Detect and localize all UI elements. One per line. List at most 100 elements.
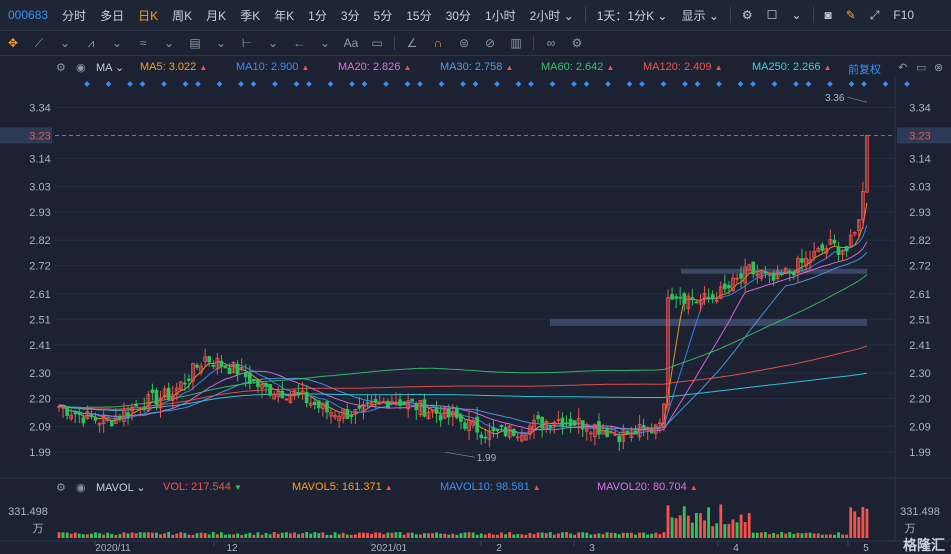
candle-body bbox=[779, 273, 784, 275]
eye-icon[interactable]: ◉ bbox=[76, 482, 86, 494]
candle-body bbox=[406, 400, 410, 410]
chevron-down-icon[interactable]: ⌄ bbox=[163, 36, 175, 50]
event-marker-icon bbox=[139, 81, 146, 87]
ruler-icon[interactable]: ∠ bbox=[406, 36, 418, 50]
candle-body bbox=[601, 430, 605, 435]
chevron-down-icon[interactable]: ⌄ bbox=[111, 36, 123, 50]
minimize-icon[interactable]: ▭ bbox=[916, 62, 927, 74]
event-marker-icon bbox=[549, 81, 556, 87]
period-tab-daily[interactable]: 日K bbox=[138, 8, 159, 23]
volume-bar bbox=[244, 533, 248, 538]
volume-bar bbox=[540, 532, 544, 538]
chevron-down-icon[interactable]: ⌄ bbox=[267, 36, 279, 50]
event-marker-icon bbox=[349, 81, 355, 87]
settings-gear-icon[interactable]: ⚙ bbox=[741, 8, 753, 22]
candle-body bbox=[520, 435, 524, 442]
chevron-down-icon[interactable]: ⌄ bbox=[791, 8, 802, 22]
arrow-tool-icon[interactable]: ← bbox=[293, 36, 305, 50]
candle-body bbox=[247, 372, 252, 384]
volume-bar bbox=[804, 532, 808, 538]
polyline-tool-icon[interactable]: ⩘ bbox=[87, 35, 95, 50]
divider bbox=[812, 7, 814, 23]
line-tool-icon[interactable]: ⟋ bbox=[34, 35, 44, 50]
ma-legend: ⚙ ◉ MA ⌄ MA5: 3.022 ▲ MA10: 2.900 ▲ MA20… bbox=[0, 59, 951, 77]
period-tab-monthly[interactable]: 月K bbox=[206, 8, 227, 23]
event-marker-icon bbox=[195, 81, 201, 87]
period-tab-multiday[interactable]: 多日 bbox=[100, 8, 125, 23]
camera-icon[interactable]: ◙ bbox=[824, 8, 832, 22]
gear-icon[interactable]: ⚙ bbox=[56, 482, 66, 494]
eye-icon[interactable]: ◉ bbox=[76, 62, 86, 74]
period-tab-30min[interactable]: 30分 bbox=[445, 8, 471, 23]
hide-icon[interactable]: ⊘ bbox=[484, 36, 496, 50]
adjust-mode[interactable]: 前复权 bbox=[848, 64, 881, 76]
period-tab-15min[interactable]: 15分 bbox=[406, 8, 432, 23]
chevron-down-icon[interactable]: ⌄ bbox=[319, 36, 331, 50]
move-cross-icon[interactable]: ✥ bbox=[7, 36, 19, 50]
range-tool-icon[interactable]: ⊢ bbox=[241, 36, 253, 50]
ma-title[interactable]: MA ⌄ bbox=[96, 62, 125, 74]
wave-tool-icon[interactable]: ≈ bbox=[139, 36, 147, 50]
price-axis-label: 2.93 bbox=[29, 207, 50, 219]
undo-icon[interactable]: ↶ bbox=[898, 62, 908, 74]
volume-bar bbox=[159, 534, 162, 538]
candle-body bbox=[276, 391, 281, 398]
checkbox-icon[interactable]: ☐ bbox=[766, 8, 778, 22]
volume-bar bbox=[703, 520, 706, 538]
candle-body bbox=[670, 294, 674, 300]
period-tab-quarterly[interactable]: 季K bbox=[240, 8, 261, 23]
period-tab-5min[interactable]: 5分 bbox=[373, 8, 393, 23]
period-tab-weekly[interactable]: 周K bbox=[172, 8, 193, 23]
volume-bar bbox=[666, 505, 670, 538]
volume-bar bbox=[849, 507, 853, 538]
candle-body bbox=[483, 436, 488, 439]
event-marker-icon bbox=[383, 81, 389, 87]
text-tool-icon[interactable]: Aa bbox=[343, 36, 359, 50]
candle-body bbox=[166, 387, 171, 400]
period-tab-2hour[interactable]: 2小时 ⌄ bbox=[529, 8, 574, 23]
chevron-down-icon[interactable]: ⌄ bbox=[59, 36, 71, 50]
event-marker-icon bbox=[438, 81, 445, 87]
period-tab-3min[interactable]: 3分 bbox=[340, 8, 360, 23]
event-marker-icon bbox=[528, 81, 534, 87]
gear-icon[interactable]: ⚙ bbox=[56, 62, 66, 74]
candle-body bbox=[85, 411, 90, 420]
candle-body bbox=[345, 408, 350, 419]
volume-bar bbox=[288, 533, 292, 538]
magnet-icon[interactable]: ∩ bbox=[433, 36, 443, 50]
volume-bar bbox=[276, 533, 280, 538]
volume-bar bbox=[561, 532, 564, 538]
display-select[interactable]: 显示 ⌄ bbox=[681, 8, 719, 23]
f10-button[interactable]: F10 bbox=[893, 8, 915, 22]
volume-bar bbox=[491, 534, 495, 538]
volume-bar bbox=[788, 532, 792, 538]
pencil-icon[interactable]: ✎ bbox=[845, 8, 856, 22]
event-marker-icon bbox=[639, 81, 645, 87]
candle-body bbox=[118, 416, 122, 420]
range-select[interactable]: 1天：1分K ⌄ bbox=[596, 8, 668, 23]
lock-icon[interactable]: ⊜ bbox=[458, 36, 470, 50]
close-icon[interactable]: ⊗ bbox=[934, 62, 944, 74]
mavol-title[interactable]: MAVOL ⌄ bbox=[96, 482, 146, 494]
chevron-down-icon[interactable]: ⌄ bbox=[215, 36, 227, 50]
volume-bar bbox=[427, 533, 430, 538]
gear-icon[interactable]: ⚙ bbox=[571, 36, 583, 50]
candle-body bbox=[459, 415, 463, 422]
fullscreen-icon[interactable]: ⤢ bbox=[869, 7, 880, 22]
price-axis-label: 2.41 bbox=[909, 340, 930, 352]
fib-tool-icon[interactable]: ▤ bbox=[189, 36, 201, 50]
candles bbox=[57, 134, 869, 451]
period-tab-1min[interactable]: 1分 bbox=[308, 8, 327, 23]
period-tab-yearly[interactable]: 年K bbox=[274, 8, 295, 23]
candle-body bbox=[568, 418, 573, 427]
period-tab-intraday[interactable]: 分时 bbox=[62, 8, 87, 23]
link-icon[interactable]: ∞ bbox=[546, 36, 556, 50]
candle-body bbox=[73, 412, 78, 415]
trash-icon[interactable]: ▥ bbox=[510, 36, 522, 50]
period-tab-1hour[interactable]: 1小时 bbox=[484, 8, 516, 23]
stock-code[interactable]: 000683 bbox=[8, 8, 49, 22]
volume-bar bbox=[699, 513, 702, 538]
comment-icon[interactable]: ▭ bbox=[371, 36, 383, 50]
volume-bar bbox=[122, 532, 126, 538]
